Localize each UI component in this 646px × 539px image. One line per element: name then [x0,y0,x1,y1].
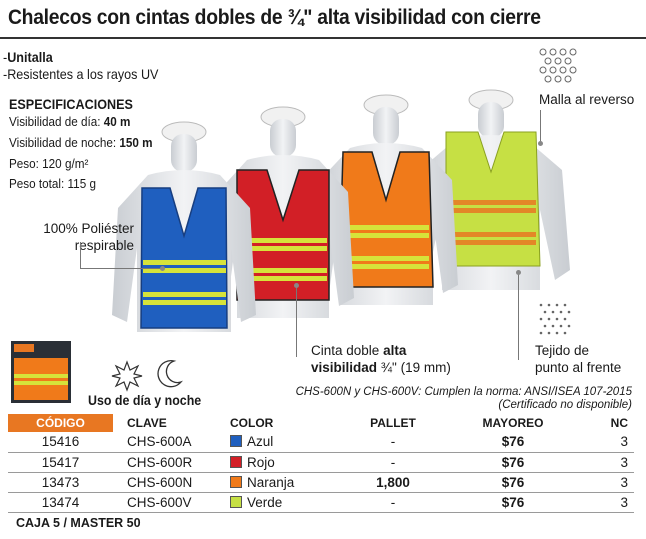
spec-day-visibility: Visibilidad de día: 40 m [9,114,131,129]
col-mayoreo: MAYOREO [453,414,573,432]
knit-leader [518,272,519,360]
mesh-leader-dot [538,141,543,146]
material-callout: 100% Poliéster respirable [43,221,134,253]
table-row: 13474 CHS-600V Verde - $76 3 [8,492,634,513]
cell-color: Azul [228,432,333,453]
feature-unitalla: -Unitalla [3,49,53,65]
title-divider [0,37,646,39]
cell-pallet: 1,800 [333,472,453,493]
cell-codigo: 15416 [8,432,113,453]
specs-title: ESPECIFICACIONES [9,96,133,112]
cell-nc: 3 [573,452,634,473]
tape-callout: Cinta doble alta visibilidad ¾" (19 mm) [311,343,451,375]
color-swatch [230,475,242,488]
norm-line2: (Certificado no disponible) [498,399,632,411]
cell-codigo: 15417 [8,452,113,473]
knit-leader-dot [516,270,521,275]
mesh-callout: Malla al reverso [539,92,635,107]
col-nc: NC [573,414,634,432]
cell-clave: CHS-600V [113,492,228,513]
color-swatch [230,495,242,508]
col-clave: CLAVE [113,414,228,432]
material-leader-v [80,242,81,268]
col-color: COLOR [228,414,333,432]
cell-pallet: - [333,492,453,513]
knit-callout: Tejido de punto al frente [535,343,622,375]
spec-weight: Peso: 120 g/m² [9,156,89,171]
color-swatch [230,435,242,448]
mesh-texture-icon [539,48,577,83]
material-leader-dot [160,266,165,271]
tape-leader-dot [294,283,299,288]
table-row: 15417 CHS-600R Rojo - $76 3 [8,452,634,473]
cell-color: Verde [228,492,333,513]
cell-mayoreo: $76 [453,492,573,513]
table-row: 13473 CHS-600N Naranja 1,800 $76 3 [8,472,634,493]
norm-line1: CHS-600N y CHS-600V: Cumplen la norma: A… [295,386,632,398]
spec-night-visibility: Visibilidad de noche: 150 m [9,135,153,150]
vests-illustration [112,89,570,332]
feature-uv: -Resistentes a los rayos UV [3,66,159,82]
cell-color: Naranja [228,472,333,493]
table-row: 15416 CHS-600A Azul - $76 3 [8,432,634,453]
spec-total-weight: Peso total: 115 g [9,176,96,191]
cell-codigo: 13474 [8,492,113,513]
day-night-label: Uso de día y noche [88,393,202,408]
page-title: Chalecos con cintas dobles de ¾" alta vi… [8,6,541,29]
cell-mayoreo: $76 [453,452,573,473]
cell-pallet: - [333,432,453,453]
col-codigo: CÓDIGO [8,414,113,432]
cell-codigo: 13473 [8,472,113,493]
tape-leader [296,285,297,357]
cell-mayoreo: $76 [453,472,573,493]
knit-texture-icon [539,303,571,335]
cell-pallet: - [333,452,453,473]
material-leader-h [80,268,162,269]
cell-clave: CHS-600R [113,452,228,473]
cell-nc: 3 [573,432,634,453]
product-table: CÓDIGO CLAVE COLOR PALLET MAYOREO NC 154… [8,414,634,513]
cell-clave: CHS-600N [113,472,228,493]
packaging-footer: CAJA 5 / MASTER 50 [16,516,141,530]
table-header-row: CÓDIGO CLAVE COLOR PALLET MAYOREO NC [8,414,634,432]
cell-color: Rojo [228,452,333,473]
color-swatch [230,455,242,468]
cell-clave: CHS-600A [113,432,228,453]
sun-icon [111,360,143,392]
mannequin-blue [112,121,256,332]
moon-icon [157,360,183,388]
cell-nc: 3 [573,472,634,493]
col-pallet: PALLET [333,414,453,432]
package-image [11,341,71,403]
cell-mayoreo: $76 [453,432,573,453]
cell-nc: 3 [573,492,634,513]
mesh-leader [540,110,541,142]
